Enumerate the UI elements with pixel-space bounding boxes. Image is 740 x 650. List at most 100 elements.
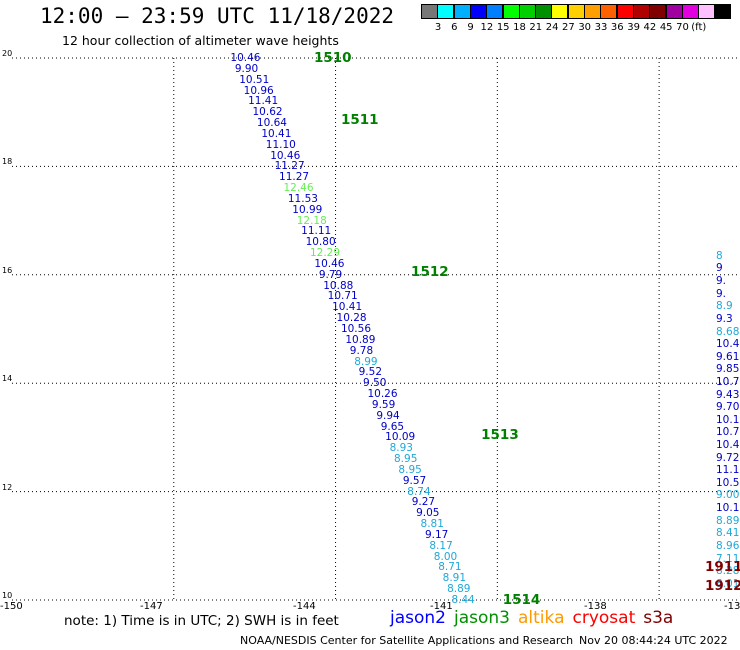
swh-value: 11.41 [248,95,279,108]
swh-value: 10.48 [716,338,740,351]
pass-number-label: 1510 [313,50,352,66]
swh-value: 9.79 [318,268,343,281]
swh-value: 9.57 [402,474,427,487]
swh-value: 10.46 [230,52,261,64]
swh-value: 8.95 [398,463,422,476]
note-text: note: 1) Time is in UTC; 2) SWH is in fe… [64,613,339,629]
swh-value: 10.51 [239,73,270,86]
swh-value: 10.89 [345,333,376,346]
swh-value: 9.50 [363,377,387,390]
swh-value: 10.09 [385,431,416,444]
swh-value: 12.18 [296,214,327,227]
lon-tick-label: -147 [140,601,163,612]
swh-value: 10.80 [305,236,336,249]
swh-value: 10.99 [292,203,323,216]
swh-value: 11.11 [301,225,332,238]
swh-value: 8.01 [716,577,740,590]
swh-value: 8.00 [433,550,458,563]
swh-value: 8.74 [407,485,431,498]
lat-tick-label: 10 [2,591,13,600]
swh-value: 10.41 [332,301,363,314]
lon-tick-label: -138 [584,601,607,612]
swh-value: 9.52 [358,366,383,379]
pass-number-label: 1912 [705,578,740,595]
swh-value: 8.89 [447,583,471,596]
swh-value: 10.26 [367,388,398,401]
colorbar-tick-label: 21 [529,22,543,33]
swh-value: 9.78 [349,344,374,357]
swh-value: 10.88 [323,279,354,292]
colorbar-swatch [714,4,732,19]
map-subtitle: 12 hour collection of altimeter wave hei… [62,33,339,48]
swh-value: 8.9 [716,300,733,313]
swh-value: 10.56 [340,323,371,335]
lat-tick-label: 18 [2,157,13,167]
swh-value: 12.46 [283,182,314,195]
swh-value: 10.96 [243,84,274,97]
swh-value: 10.43 [716,439,740,451]
swh-value: 9.43 [716,388,740,401]
swh-value: 11.27 [279,171,310,184]
swh-value: 8.41 [716,527,740,540]
swh-value: 8.17 [429,539,453,552]
footer-timestamp: Nov 20 08:44:24 UTC 2022 [579,634,728,647]
footer-credit: NOAA/NESDIS Center for Satellite Applica… [240,634,574,647]
legend-jason3: jason3 [454,608,510,628]
swh-value: 10.75 [716,375,740,388]
swh-value: 10.46 [270,149,301,162]
swh-value: 9. [716,287,727,300]
swh-value: 8.91 [442,572,467,585]
swh-value: 8.28 [716,565,740,578]
colorbar-tick-label: 24 [545,22,559,33]
swh-value: 9. [716,275,727,288]
colorbar-tick-label: 9 [467,22,474,33]
lon-tick-label: -150 [0,601,23,612]
colorbar-tick-label: 3 [434,22,442,33]
swh-value: 10.46 [314,257,345,270]
pass-number-label: 1511 [340,112,379,129]
swh-value: 10.11 [716,502,740,515]
altimeter-map [12,57,740,601]
swh-value: 11.53 [287,192,318,205]
colorbar-tick-label: 6 [451,22,458,33]
swh-value: 9.27 [411,496,436,509]
swh-value: 9.17 [424,528,449,541]
lat-tick-label: 12 [2,482,13,492]
lon-tick-label: -13 [724,601,740,612]
swh-value: 11.10 [265,138,296,151]
swh-value: 9.72 [716,451,740,464]
colorbar-tick-label: 39 [627,22,640,33]
swh-value: 9.94 [376,409,400,422]
pass-number-label: 1911 [705,559,740,576]
colorbar-tick-label: 30 [578,22,592,33]
swh-value: 8.96 [716,539,740,552]
swh-value: 10.71 [327,290,358,303]
swh-value: 7.11 [716,552,740,565]
swh-value: 8 [716,249,723,262]
swh-value: 9.90 [234,62,259,75]
swh-value: 9.65 [380,420,405,433]
swh-value: 8.95 [394,453,418,466]
swh-value: 10.62 [252,106,283,119]
colorbar-tick-label: 45 [659,22,673,33]
swh-value: 10.50 [716,476,740,489]
lon-tick-label: -141 [430,601,453,612]
colorbar-tick-label: 33 [594,22,608,33]
pass-number-label: 1512 [411,264,449,281]
swh-value: 10.41 [261,127,292,140]
swh-value: 8.44 [451,594,475,606]
legend-s3a: s3a [643,608,674,628]
swh-value: 8.89 [716,514,740,527]
swh-value: 8.99 [354,355,378,368]
swh-value: 11.11 [716,464,740,477]
swh-value: 9.70 [716,401,740,414]
swh-value: 9.61 [716,350,740,363]
colorbar-tick-label: 42 [643,22,657,33]
map-title: 12:00 – 23:59 UTC 11/18/2022 [40,4,395,28]
swh-value: 9 [716,262,723,275]
map-grid [12,57,740,601]
swh-value: 12.29 [309,247,341,260]
swh-value: 10.18 [716,413,740,426]
colorbar-tick-label: 15 [496,22,510,33]
swh-value: 8.71 [438,561,462,574]
